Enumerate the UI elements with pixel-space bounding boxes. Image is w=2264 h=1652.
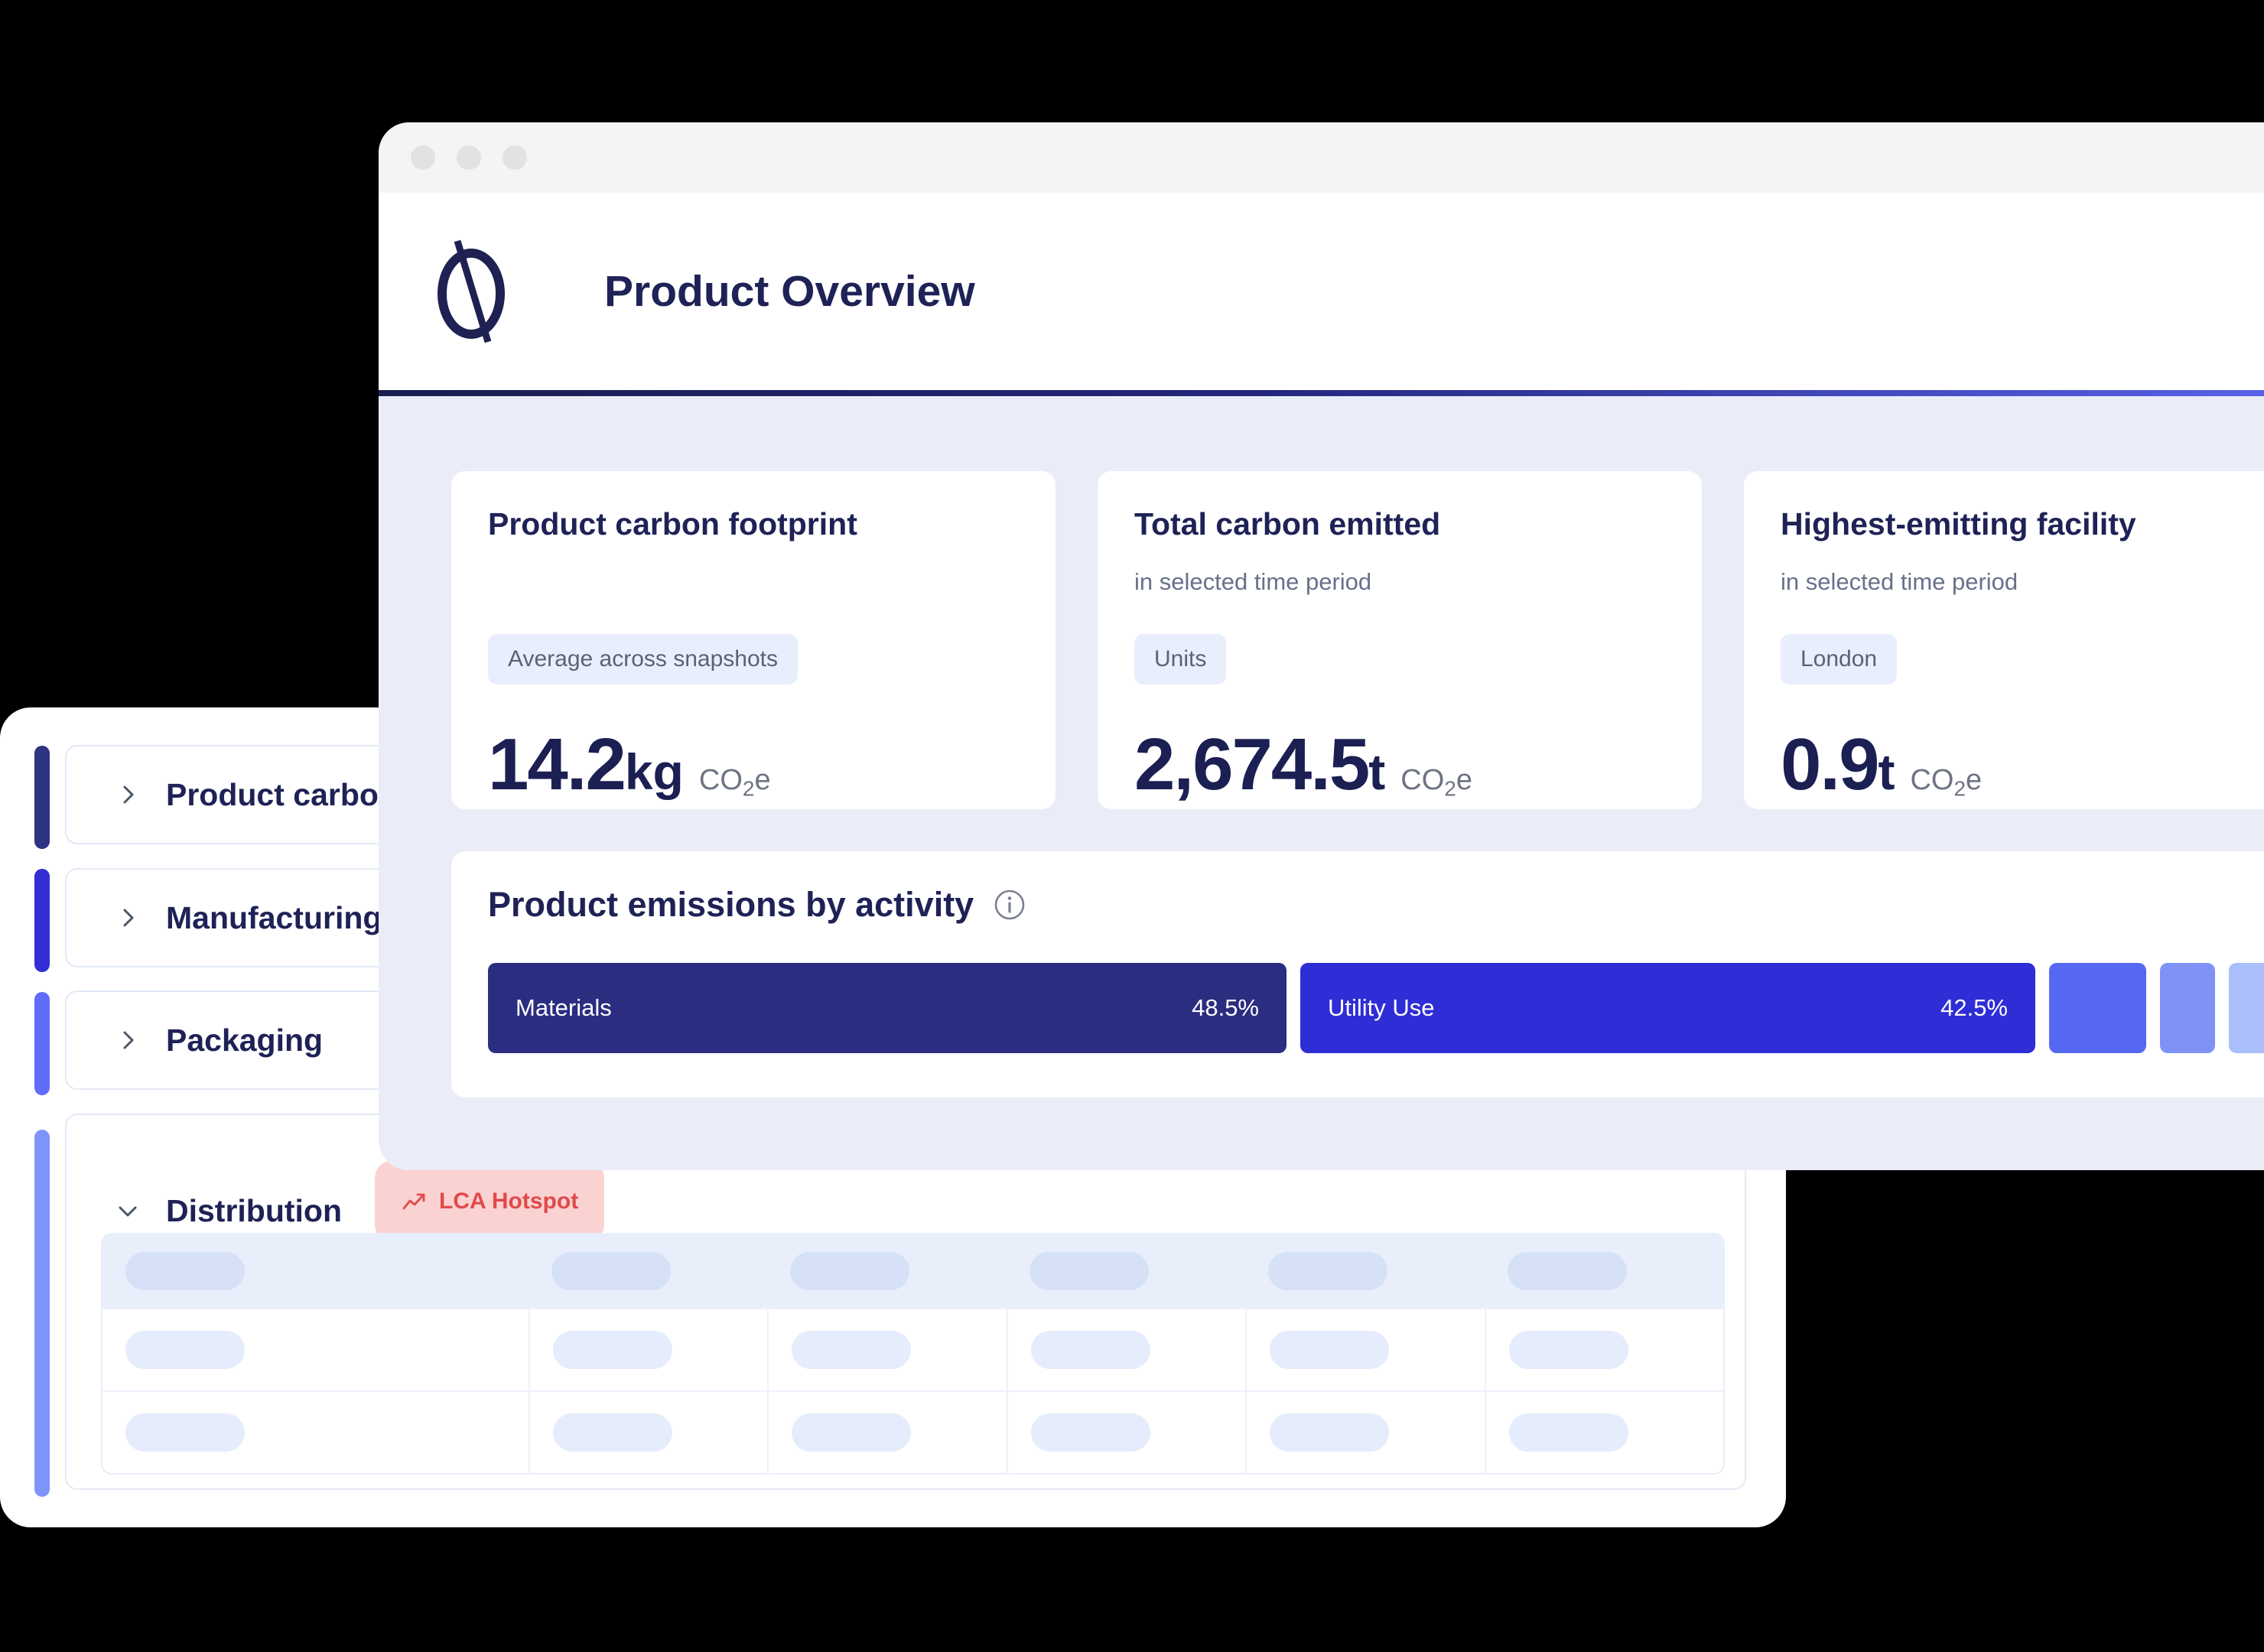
- skeleton-pill: [1508, 1413, 1628, 1452]
- co2e-label: CO2e: [698, 764, 771, 801]
- stage-color-pill: [34, 992, 50, 1095]
- card-subtitle: in selected time period: [1781, 568, 2018, 595]
- co2e-label: CO2e: [1400, 764, 1472, 801]
- metric-value: 14.2 kg CO2e: [488, 723, 1019, 807]
- bar-segment-5[interactable]: [2229, 963, 2264, 1053]
- skeleton-pill: [125, 1252, 245, 1290]
- skeleton-pill: [1029, 1252, 1149, 1290]
- segment-percent: 42.5%: [1940, 994, 2008, 1021]
- chevron-right-icon: [123, 1031, 134, 1049]
- metric-unit: t: [1368, 743, 1386, 800]
- product-overview-window: Product Overview Product carbon footprin…: [379, 122, 2264, 1170]
- skeleton-pill: [1270, 1413, 1390, 1452]
- skeleton-pill: [551, 1252, 671, 1290]
- skeleton-pill: [125, 1331, 245, 1369]
- skeleton-pill: [792, 1331, 912, 1369]
- card-subtitle: [488, 568, 1019, 599]
- distribution-skeleton-table: [101, 1233, 1725, 1475]
- bar-segment-3[interactable]: [2049, 963, 2146, 1053]
- chevron-right-icon: [123, 785, 134, 804]
- skeleton-table-row: [102, 1308, 1723, 1390]
- metric-number: 14.2: [488, 724, 626, 805]
- stage-color-pill: [34, 869, 50, 972]
- skeleton-pill: [125, 1413, 245, 1452]
- info-icon[interactable]: [994, 889, 1026, 921]
- bar-segment-utility-use[interactable]: Utility Use 42.5%: [1300, 963, 2035, 1053]
- stage-color-pill: [34, 1130, 50, 1497]
- app-header: Product Overview: [379, 193, 2264, 390]
- window-dot[interactable]: [503, 145, 527, 170]
- stage-color-pill: [34, 746, 50, 849]
- emissions-by-activity-card: Product emissions by activity Materials …: [451, 851, 2264, 1098]
- metric-value: 0.9 t CO2e: [1781, 723, 2264, 807]
- metric-number: 0.9: [1781, 724, 1879, 805]
- trend-chart-icon: [402, 1193, 425, 1209]
- metric-unit: t: [1878, 743, 1895, 800]
- card-product-carbon-footprint: Product carbon footprint Average across …: [451, 471, 1056, 809]
- skeleton-table-header: [102, 1234, 1723, 1308]
- emissions-title: Product emissions by activity: [488, 885, 974, 924]
- segment-label: Materials: [516, 994, 612, 1021]
- bar-segment-materials[interactable]: Materials 48.5%: [488, 963, 1287, 1053]
- co2e-label: CO2e: [1910, 764, 1983, 801]
- emissions-header: Product emissions by activity: [488, 885, 2262, 925]
- app-logo: [438, 239, 505, 343]
- card-badge: Units: [1134, 634, 1227, 685]
- card-subtitle: in selected time period: [1134, 568, 1372, 595]
- skeleton-pill: [1270, 1331, 1390, 1369]
- header-divider: [379, 390, 2264, 396]
- skeleton-pill: [1030, 1413, 1150, 1452]
- window-dot[interactable]: [411, 145, 435, 170]
- skeleton-pill: [1268, 1252, 1388, 1290]
- card-title: Highest-emitting facility: [1781, 506, 2136, 541]
- skeleton-pill: [1030, 1331, 1150, 1369]
- stage-row-label: Distribution: [166, 1192, 343, 1228]
- skeleton-pill: [790, 1252, 910, 1290]
- lca-hotspot-label: LCA Hotspot: [439, 1188, 579, 1214]
- card-total-carbon-emitted: Total carbon emitted in selected time pe…: [1098, 471, 1702, 809]
- skeleton-pill: [1508, 1331, 1628, 1369]
- stage-row-distribution[interactable]: Distribution: [114, 1180, 342, 1241]
- segment-label: Utility Use: [1328, 994, 1435, 1021]
- metric-cards-row: Product carbon footprint Average across …: [451, 471, 2264, 809]
- skeleton-table-row: [102, 1390, 1723, 1473]
- window-dot[interactable]: [457, 145, 481, 170]
- chevron-down-icon: [119, 1206, 137, 1217]
- page-title: Product Overview: [604, 267, 975, 316]
- segment-percent: 48.5%: [1192, 994, 1259, 1021]
- stage-row-label: Manufacturing: [166, 899, 382, 935]
- chevron-right-icon: [123, 909, 134, 927]
- skeleton-pill: [553, 1413, 672, 1452]
- card-badge: London: [1781, 634, 1898, 685]
- skeleton-pill: [1507, 1252, 1627, 1290]
- metric-unit: kg: [624, 743, 684, 800]
- metric-number: 2,674.5: [1134, 724, 1370, 805]
- card-title: Total carbon emitted: [1134, 506, 1441, 541]
- dashboard-content: Product carbon footprint Average across …: [379, 396, 2264, 1170]
- window-titlebar: [379, 122, 2264, 193]
- stage-row-label: Packaging: [166, 1022, 324, 1058]
- bar-segment-4[interactable]: [2160, 963, 2215, 1053]
- skeleton-pill: [553, 1331, 672, 1369]
- card-badge: Average across snapshots: [488, 634, 798, 685]
- lca-hotspot-badge: LCA Hotspot: [375, 1161, 605, 1241]
- card-highest-emitting-facility: Highest-emitting facility in selected ti…: [1744, 471, 2264, 809]
- emissions-stacked-bar: Materials 48.5% Utility Use 42.5%: [488, 963, 2264, 1053]
- metric-value: 2,674.5 t CO2e: [1134, 723, 1665, 807]
- skeleton-pill: [792, 1413, 912, 1452]
- card-title: Product carbon footprint: [488, 506, 857, 541]
